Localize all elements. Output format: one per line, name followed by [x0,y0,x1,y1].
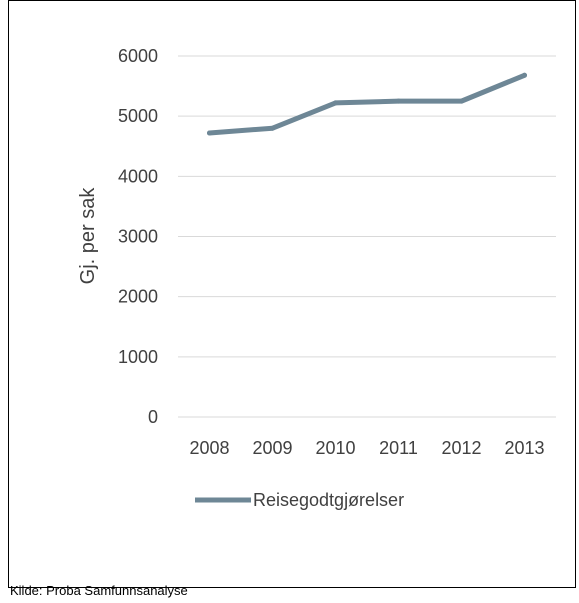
y-axis-label: Gj. per sak [77,187,99,285]
y-tick-label: 5000 [118,106,158,126]
y-tick-label: 6000 [118,46,158,66]
y-tick-label: 0 [148,407,158,427]
x-tick-label: 2011 [379,438,418,458]
y-tick-label: 3000 [118,227,158,247]
x-tick-label: 2012 [441,438,481,458]
x-tick-label: 2008 [189,438,229,458]
chart-frame [8,0,576,588]
data-point [333,100,338,106]
y-tick-labels: 0 1000 2000 3000 4000 5000 6000 [118,46,158,427]
data-point [207,130,212,136]
data-point [459,98,464,104]
source-note: Kilde: Proba Samfunnsanalyse [10,583,188,598]
series-line [207,72,527,136]
x-tick-labels: 2008 2009 2010 2011 2012 2013 [189,438,544,458]
data-point [270,125,275,131]
x-tick-label: 2013 [504,438,544,458]
x-tick-label: 2009 [252,438,292,458]
legend-label: Reisegodtgjørelser [253,490,404,510]
legend: Reisegodtgjørelser [195,490,404,510]
series-lines [207,72,527,136]
data-point [522,72,527,78]
y-tick-label: 4000 [118,166,158,186]
y-tick-label: 1000 [118,347,158,367]
gridlines [178,55,556,418]
x-tick-label: 2010 [315,438,355,458]
data-point [396,98,401,104]
y-tick-label: 2000 [118,287,158,307]
